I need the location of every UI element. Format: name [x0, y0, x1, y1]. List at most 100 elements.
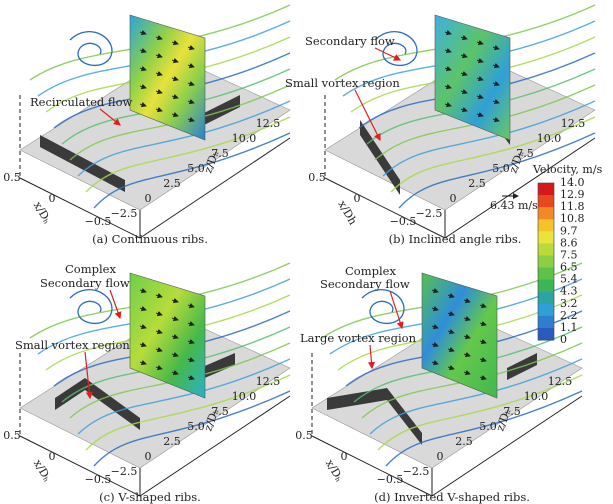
colorbar-label: 11.8: [560, 200, 585, 213]
reference-label: 6.43 m/s: [490, 199, 538, 212]
velocity-plane: [421, 272, 498, 399]
vector: [444, 48, 452, 54]
vector: [139, 360, 147, 366]
vector: [139, 66, 147, 72]
colorbar-label: 4.3: [560, 285, 578, 298]
vector: [463, 316, 471, 322]
x-tick-label: 0.5: [3, 171, 21, 184]
panel: 0.50−0.5x/Dₕ −2.502.55.07.510.012.5z/DₕCo…: [3, 262, 291, 504]
colorbar-title: Velocity, m/s: [532, 163, 603, 176]
vector: [171, 370, 179, 376]
rib: [327, 388, 422, 445]
vector: [479, 339, 487, 345]
colorbar-label: 5.4: [560, 273, 578, 286]
z-tick-label: 10.0: [537, 132, 562, 145]
colorbar-band: [538, 279, 554, 293]
x-tick-label: 0: [354, 192, 361, 205]
streamline: [85, 116, 291, 193]
vector: [171, 94, 179, 100]
streamline: [69, 84, 291, 161]
z-tick-label: 2.5: [163, 435, 181, 448]
caption: (b) Inclined angle ribs.: [389, 232, 522, 246]
colorbar-band: [538, 231, 554, 244]
annotation: Secondary flow: [305, 34, 395, 48]
z-tick-label: 10.0: [232, 390, 257, 403]
annotation-arrow: [354, 89, 381, 142]
vector: [187, 117, 195, 123]
colorbar-band: [538, 303, 554, 317]
x-tick-label: −0.5: [390, 215, 417, 228]
vector: [447, 311, 455, 317]
annotation: Large vortex region: [300, 331, 417, 345]
vector: [139, 342, 147, 348]
rib: [200, 95, 240, 127]
vector: [155, 365, 163, 371]
z-tick-label: −2.5: [111, 207, 138, 220]
vector: [155, 71, 163, 77]
colorbar-label: 7.5: [560, 248, 578, 261]
colorbar-band: [538, 291, 554, 305]
vector: [492, 99, 500, 105]
vector: [431, 324, 439, 330]
vector: [171, 40, 179, 46]
vector: [444, 84, 452, 90]
axis-edge: [139, 395, 291, 497]
rib: [55, 378, 140, 430]
vector: [463, 334, 471, 340]
vector: [476, 112, 484, 118]
x-tick-label: −0.5: [85, 215, 112, 228]
colorbar-label: 1.1: [560, 321, 578, 334]
colorbar-label: 14.0: [560, 176, 585, 189]
z-tick-label: 2.5: [468, 177, 486, 190]
vector: [447, 293, 455, 299]
vector: [155, 329, 163, 335]
annotation-arrow: [367, 344, 376, 370]
velocity-plane: [434, 14, 511, 141]
z-tick-label: 5.0: [492, 162, 510, 175]
z-tick-label: 12.5: [548, 375, 573, 388]
vector: [431, 306, 439, 312]
vector: [444, 66, 452, 72]
vortex: [374, 31, 418, 67]
z-tick-label: 10.0: [524, 390, 549, 403]
colorbar-label: 6.5: [560, 261, 578, 274]
annotation: Small vortex region: [285, 76, 400, 90]
vector: [187, 99, 195, 105]
z-tick-label: 10.0: [232, 132, 257, 145]
vector: [187, 81, 195, 87]
z-tick-label: 12.5: [561, 117, 586, 130]
vector: [171, 58, 179, 64]
vector: [155, 53, 163, 59]
axis-edge: [444, 137, 596, 239]
vector: [187, 321, 195, 327]
vector: [492, 45, 500, 51]
vector: [492, 117, 500, 123]
vector: [460, 71, 468, 77]
vortex: [69, 289, 113, 325]
streamline: [390, 116, 596, 193]
panel: 0.50−0.5x/Dh −2.502.55.07.510.012.5z/DₕSe…: [285, 4, 596, 246]
panel: 0.50−0.5x/Dₕ −2.502.55.07.510.012.5z/DₕCo…: [295, 262, 583, 504]
annotation: Small vortex region: [15, 338, 130, 352]
vector: [139, 30, 147, 36]
annotation-arrow: [109, 289, 122, 320]
x-tick-label: 0.5: [295, 429, 313, 442]
colorbar-label: 0: [560, 333, 567, 346]
vector: [187, 339, 195, 345]
velocity-plane: [129, 14, 206, 141]
z-tick-label: −2.5: [403, 465, 430, 478]
colorbar-frame: [537, 182, 555, 341]
vector: [155, 89, 163, 95]
vector: [139, 306, 147, 312]
z-tick-label: 0: [437, 450, 444, 463]
streamline: [374, 84, 596, 161]
vector: [139, 324, 147, 330]
z-tick-label: 7.5: [503, 405, 521, 418]
axis-edge: [19, 177, 141, 239]
x-tick-label: −0.5: [85, 473, 112, 486]
streamline: [93, 132, 291, 209]
vector: [139, 102, 147, 108]
annotation-arrow: [374, 47, 402, 61]
vector: [171, 334, 179, 340]
